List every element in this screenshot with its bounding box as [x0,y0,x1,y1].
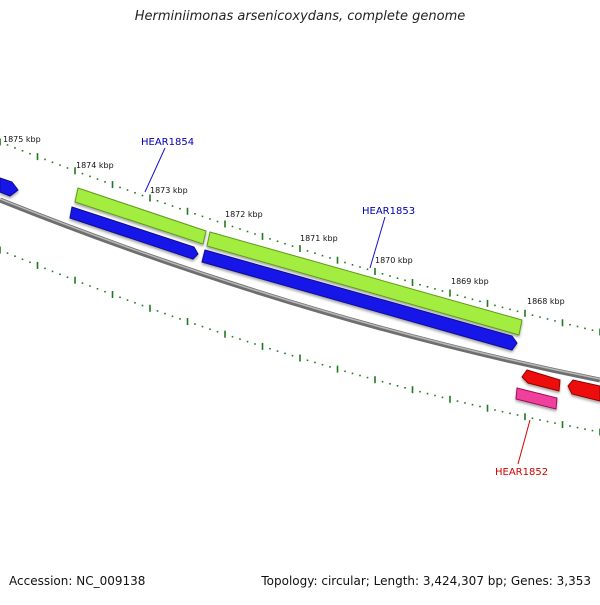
scale-label: 1870 kbp [375,256,413,265]
scale-label: 1875 kbp [3,135,41,144]
gene-feature-hear1854[interactable] [69,206,199,260]
outer-scale-ticks [0,138,600,336]
cds-feature-hear1854[interactable] [74,187,207,245]
scale-label: 1874 kbp [76,161,114,170]
label-leader-hear1852 [517,419,531,465]
gene-feature-hear1853[interactable] [201,249,518,351]
genome-backbone [0,197,600,383]
scale-label: 1869 kbp [451,277,489,286]
gene-label-hear1852[interactable]: HEAR1852 [495,467,548,478]
accession-text: Accession: NC_009138 [9,574,146,588]
cds-feature-hear1852[interactable] [515,387,558,410]
genome-backbone-highlight [0,198,600,380]
gene-label-hear1853[interactable]: HEAR1853 [362,206,415,217]
scale-label: 1872 kbp [225,210,263,219]
label-leader-hear1854 [144,147,166,193]
gene-feature-right-edge[interactable] [567,379,600,402]
scale-label: 1873 kbp [150,186,188,195]
inner-scale-ticks [0,246,600,436]
scale-label: 1868 kbp [527,297,565,306]
gene-label-hear1854[interactable]: HEAR1854 [141,137,194,148]
genome-summary-text: Topology: circular; Length: 3,424,307 bp… [261,574,591,588]
map-title: Herminiimonas arsenicoxydans, complete g… [134,9,466,24]
cds-feature-hear1853[interactable] [206,231,523,336]
scale-label: 1871 kbp [300,234,338,243]
gene-feature-left-edge[interactable] [0,177,19,197]
label-leader-hear1853 [369,216,386,269]
gene-feature-hear1852[interactable] [521,369,561,392]
